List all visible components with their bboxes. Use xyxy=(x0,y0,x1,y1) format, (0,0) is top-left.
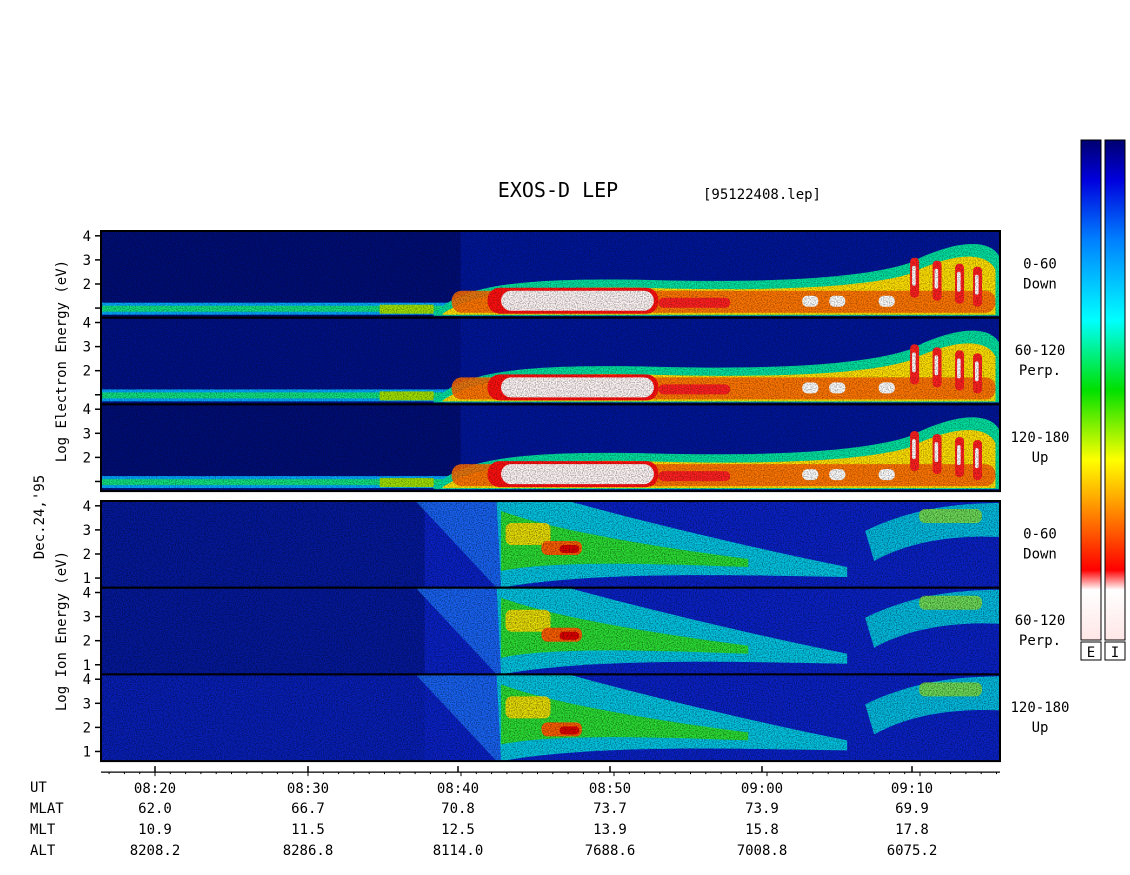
y-tick-label: 2 xyxy=(83,364,91,380)
y-tick-label: 1 xyxy=(83,744,91,760)
y-tick-label: 2 xyxy=(83,277,91,293)
ephemeris-value: 13.9 xyxy=(593,822,627,838)
spectrogram-panel xyxy=(100,230,1001,319)
ephemeris-value: 69.9 xyxy=(895,801,929,817)
y-tick-label: 2 xyxy=(83,450,91,466)
panel-noise xyxy=(101,501,1000,588)
ephemeris-value: 73.7 xyxy=(593,801,627,817)
ephemeris-row-label: ALT xyxy=(30,843,56,859)
ephemeris-value: 70.8 xyxy=(441,801,475,817)
spectrogram-panel xyxy=(100,500,1001,589)
panel-noise xyxy=(101,674,1000,762)
y-axis-label: Log Ion Energy (eV) xyxy=(54,551,70,711)
ephemeris-value: 17.8 xyxy=(895,822,929,838)
pitch-angle-label: 120-180 xyxy=(1010,700,1069,716)
date-label: Dec.24,'95 xyxy=(32,475,48,559)
panel-noise xyxy=(101,317,1000,405)
panel-noise xyxy=(101,404,1000,492)
y-tick-label: 2 xyxy=(83,720,91,736)
ephemeris-value: 8286.8 xyxy=(283,843,334,859)
pitch-angle-label: 0-60 xyxy=(1023,526,1057,542)
y-tick-label: 4 xyxy=(83,499,91,515)
colorbar-label: E xyxy=(1087,645,1095,661)
colorbar-label-box xyxy=(1104,641,1126,661)
x-tick-label: 08:40 xyxy=(437,781,479,797)
panel-frame xyxy=(100,403,1001,493)
ephemeris-value: 73.9 xyxy=(745,801,779,817)
direction-label: Up xyxy=(1032,720,1049,736)
chart-title: EXOS-D LEP xyxy=(498,178,618,202)
ephemeris-value: 8114.0 xyxy=(433,843,484,859)
ephemeris-row-label: MLAT xyxy=(30,801,64,817)
ephemeris-value: 11.5 xyxy=(291,822,325,838)
y-tick-label: 3 xyxy=(83,523,91,539)
spectrogram-panel xyxy=(100,673,1001,763)
spectrogram-panel xyxy=(100,316,1001,406)
electron-group xyxy=(100,230,1001,493)
colorbar xyxy=(1104,139,1126,641)
direction-label: Down xyxy=(1023,546,1057,562)
y-tick-label: 1 xyxy=(83,658,91,674)
x-tick-label: 09:00 xyxy=(741,781,783,797)
ephemeris-table: UT MLAT 62.0 66.7 70.8 73.7 73.9 69.9 MLT 10.9 11.… xyxy=(30,780,937,859)
panel-noise xyxy=(101,231,1000,318)
ephemeris-value: 62.0 xyxy=(138,801,172,817)
x-tick-label: 09:10 xyxy=(891,781,933,797)
y-tick-label: 1 xyxy=(83,571,91,587)
ephemeris-value: 6075.2 xyxy=(887,843,938,859)
ion-group xyxy=(100,500,1001,763)
ephemeris-row-label: UT xyxy=(30,780,47,796)
y-tick-label: 3 xyxy=(83,696,91,712)
ephemeris-value: 8208.2 xyxy=(130,843,181,859)
y-tick-label: 4 xyxy=(83,229,91,245)
colorbar xyxy=(1080,139,1102,641)
y-tick-label: 2 xyxy=(83,634,91,650)
spectrogram-panel xyxy=(100,403,1001,493)
spectrogram-panels xyxy=(100,230,1001,763)
y-tick-label: 3 xyxy=(83,253,91,269)
direction-label: Perp. xyxy=(1019,633,1061,649)
ephemeris-value: 12.5 xyxy=(441,822,475,838)
x-tick-label: 08:20 xyxy=(134,781,176,797)
ephemeris-value: 15.8 xyxy=(745,822,779,838)
direction-label: Up xyxy=(1032,450,1049,466)
ephemeris-row-label: MLT xyxy=(30,822,56,838)
y-tick-label: 4 xyxy=(83,402,91,418)
direction-label: Perp. xyxy=(1019,363,1061,379)
y-tick-label: 4 xyxy=(83,316,91,332)
axes: 2 3 4 0-60 Down 2 3 4 60-120 Perp. 2 3 4 120-180 Up Log… xyxy=(54,229,1070,797)
y-axis-label: Log Electron Energy (eV) xyxy=(54,260,70,462)
spectrogram-panel xyxy=(100,586,1001,676)
ephemeris-value: 66.7 xyxy=(291,801,325,817)
x-tick-label: 08:50 xyxy=(589,781,631,797)
ephemeris-value: 7688.6 xyxy=(585,843,636,859)
y-tick-label: 2 xyxy=(83,547,91,563)
y-tick-label: 3 xyxy=(83,426,91,442)
panel-frame xyxy=(100,673,1001,763)
file-label: [95122408.lep] xyxy=(703,187,821,203)
colorbar-label: I xyxy=(1111,645,1119,661)
pitch-angle-label: 60-120 xyxy=(1015,613,1066,629)
y-tick-label: 3 xyxy=(83,610,91,626)
pitch-angle-label: 0-60 xyxy=(1023,256,1057,272)
ephemeris-value: 7008.8 xyxy=(737,843,788,859)
pitch-angle-label: 120-180 xyxy=(1010,430,1069,446)
panel-noise xyxy=(101,587,1000,675)
direction-label: Down xyxy=(1023,276,1057,292)
x-tick-label: 08:30 xyxy=(287,781,329,797)
y-tick-label: 4 xyxy=(83,586,91,602)
pitch-angle-label: 60-120 xyxy=(1015,343,1066,359)
colorbar-label-box xyxy=(1080,641,1102,661)
ephemeris-value: 10.9 xyxy=(138,822,172,838)
y-tick-label: 3 xyxy=(83,340,91,356)
y-tick-label: 4 xyxy=(83,672,91,688)
